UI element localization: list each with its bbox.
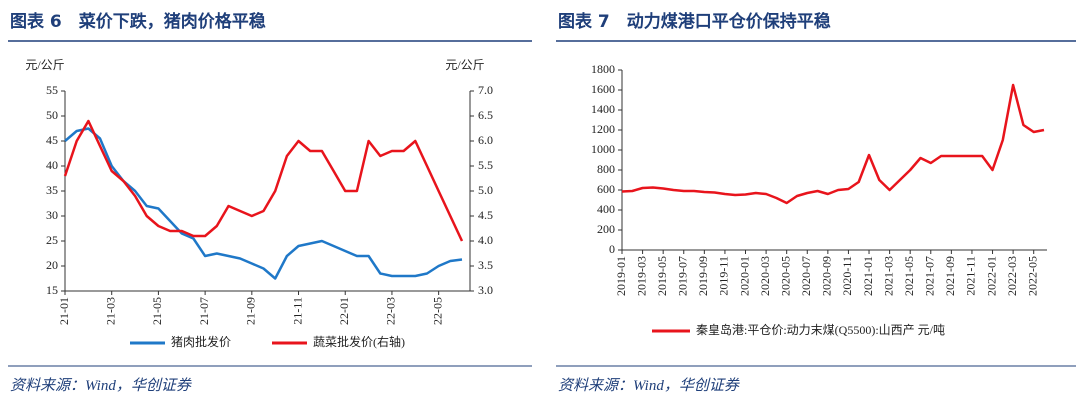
y-tick-label: 1800 xyxy=(591,62,615,76)
y-tick-label: 800 xyxy=(597,162,615,176)
x-tick-label: 2022-03 xyxy=(1005,256,1019,296)
x-tick-label: 2022-05 xyxy=(1025,256,1039,296)
x-tick-label: 2021-07 xyxy=(923,256,937,296)
y-tick-label: 20 xyxy=(46,258,58,272)
x-tick-label: 2019-09 xyxy=(696,256,710,296)
y-tick-label: 25 xyxy=(46,233,58,247)
y2-tick-label: 4.0 xyxy=(478,233,493,247)
series-line xyxy=(621,83,1045,205)
legend-label: 秦皇岛港:平仓价:动力末煤(Q5500):山西产 元/吨 xyxy=(696,322,945,337)
y2-tick-label: 4.5 xyxy=(478,208,493,222)
x-tick-label: 2021-11 xyxy=(964,256,978,296)
source-note: 资料来源：Wind，华创证券 xyxy=(10,377,192,394)
chart-title: 图表 7 动力煤港口平仓价保持平稳 xyxy=(558,11,831,32)
y2-tick-label: 5.0 xyxy=(478,183,493,197)
x-tick-label: 2021-03 xyxy=(881,256,895,296)
x-tick-label: 21-05 xyxy=(150,297,164,325)
y-tick-label: 50 xyxy=(46,108,58,122)
y2-tick-label: 6.5 xyxy=(478,108,493,122)
x-tick-label: 21-01 xyxy=(57,297,71,325)
y2-tick-label: 6.0 xyxy=(478,133,493,147)
y-tick-label: 35 xyxy=(46,183,58,197)
x-tick-label: 21-09 xyxy=(244,297,258,325)
x-tick-label: 2019-03 xyxy=(634,256,648,296)
y2-tick-label: 7.0 xyxy=(478,83,493,97)
x-tick-label: 22-01 xyxy=(337,297,351,325)
x-tick-label: 2020-07 xyxy=(799,256,813,296)
x-tick-label: 2020-09 xyxy=(820,256,834,296)
y-tick-label: 400 xyxy=(597,202,615,216)
y2-axis-unit: 元/公斤 xyxy=(445,58,484,72)
x-tick-label: 2019-05 xyxy=(655,256,669,296)
x-tick-label: 2021-05 xyxy=(902,256,916,296)
x-tick-label: 22-05 xyxy=(430,297,444,325)
y2-tick-label: 5.5 xyxy=(478,158,493,172)
y-tick-label: 30 xyxy=(46,208,58,222)
y-tick-label: 0 xyxy=(609,242,615,256)
y-tick-label: 15 xyxy=(46,283,58,297)
x-tick-label: 2020-11 xyxy=(840,256,854,296)
y-tick-label: 55 xyxy=(46,83,58,97)
x-tick-label: 21-11 xyxy=(290,297,304,325)
y-tick-label: 600 xyxy=(597,182,615,196)
y2-tick-label: 3.0 xyxy=(478,283,493,297)
x-tick-label: 2019-01 xyxy=(614,256,628,296)
x-tick-label: 2021-01 xyxy=(861,256,875,296)
x-tick-label: 21-07 xyxy=(197,297,211,325)
x-tick-label: 2022-01 xyxy=(984,256,998,296)
series-line xyxy=(63,119,464,242)
x-tick-label: 2020-01 xyxy=(737,256,751,296)
x-tick-label: 21-03 xyxy=(103,297,117,325)
source-note: 资料来源：Wind，华创证券 xyxy=(558,377,740,394)
legend-label: 蔬菜批发价(右轴) xyxy=(313,334,405,349)
y2-tick-label: 3.5 xyxy=(478,258,493,272)
y-axis-unit: 元/公斤 xyxy=(25,58,64,72)
series-line xyxy=(64,127,463,280)
x-tick-label: 22-03 xyxy=(384,297,398,325)
y-tick-label: 1200 xyxy=(591,122,615,136)
y-tick-label: 1400 xyxy=(591,102,615,116)
x-tick-label: 2020-05 xyxy=(778,256,792,296)
x-tick-label: 2019-11 xyxy=(717,256,731,296)
y-tick-label: 200 xyxy=(597,222,615,236)
chart-title: 图表 6 菜价下跌，猪肉价格平稳 xyxy=(10,11,266,32)
x-tick-label: 2020-03 xyxy=(758,256,772,296)
y-tick-label: 1600 xyxy=(591,82,615,96)
y-tick-label: 1000 xyxy=(591,142,615,156)
x-tick-label: 2021-09 xyxy=(943,256,957,296)
y-tick-label: 40 xyxy=(46,158,58,172)
y-tick-label: 45 xyxy=(46,133,58,147)
x-tick-label: 2019-07 xyxy=(676,256,690,296)
legend-label: 猪肉批发价 xyxy=(171,334,231,349)
